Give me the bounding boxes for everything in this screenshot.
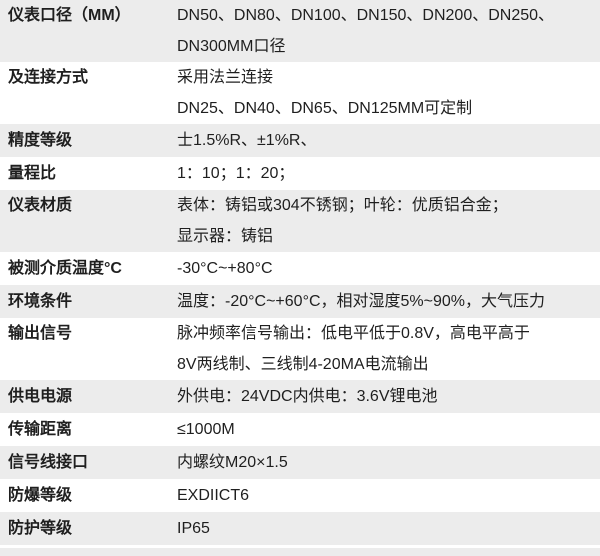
spec-label: 精度等级 (8, 132, 73, 149)
spec-label: 输出信号 (8, 325, 73, 342)
spec-value-line: DN25、DN40、DN65、DN125MM可定制 (177, 100, 473, 117)
spec-value-line: IP65 (177, 520, 210, 537)
spec-value: 温度：-20°C~+60°C，相对湿度5%~90%，大气压力 (177, 286, 600, 317)
spec-value: -30°C~+80°C (177, 253, 600, 284)
table-row: 仪表口径（MM） DN50、DN80、DN100、DN150、DN200、DN2… (0, 0, 600, 62)
spec-label: 供电电源 (8, 388, 73, 405)
spec-label: 仪表材质 (8, 197, 73, 214)
spec-value-line: 8V两线制、三线制4-20MA电流输出 (177, 356, 429, 373)
spec-label: 被测介质温度°C (8, 260, 122, 277)
spec-value: ≤1000M (177, 414, 600, 445)
table-row: 供电电源 外供电：24VDC内供电：3.6V锂电池 (0, 380, 600, 413)
spec-value-line: 外供电：24VDC内供电：3.6V锂电池 (177, 388, 438, 405)
spec-value: 士1.5%R、±1%R、 (177, 125, 600, 156)
row-separator (0, 545, 600, 548)
spec-value: 脉冲频率信号输出：低电平低于0.8V，高电平高于 8V两线制、三线制4-20MA电… (177, 318, 600, 380)
spec-label: 传输距离 (8, 421, 73, 438)
spec-value: EXDIICT6 (177, 480, 600, 511)
spec-label: 防护等级 (8, 520, 73, 537)
spec-value-line: ≤1000M (177, 421, 235, 438)
table-row: 防护等级 IP65 (0, 512, 600, 545)
spec-value: 内螺纹M20×1.5 (177, 447, 600, 478)
spec-value-line: -30°C~+80°C (177, 260, 273, 277)
table-row: 被测介质温度°C -30°C~+80°C (0, 252, 600, 285)
table-row: 防爆等级 EXDIICT6 (0, 479, 600, 512)
spec-value: IP65 (177, 513, 600, 544)
table-row: 环境条件 温度：-20°C~+60°C，相对湿度5%~90%，大气压力 (0, 285, 600, 318)
table-row: 输出信号 脉冲频率信号输出：低电平低于0.8V，高电平高于 8V两线制、三线制4-… (0, 318, 600, 380)
table-row: 信号线接口 内螺纹M20×1.5 (0, 446, 600, 479)
table-row: 传输距离 ≤1000M (0, 413, 600, 446)
spec-value-line: 脉冲频率信号输出：低电平低于0.8V，高电平高于 (177, 325, 530, 342)
spec-value-line: DN300MM口径 (177, 38, 286, 55)
spec-label: 环境条件 (8, 293, 73, 310)
spec-value-line: DN50、DN80、DN100、DN150、DN200、DN250、 (177, 7, 555, 24)
spec-value-line: 1：10；1：20； (177, 165, 295, 182)
spec-value-line: 采用法兰连接 (177, 69, 274, 86)
spec-label: 仪表口径（MM） (8, 7, 131, 24)
spec-value-line: 温度：-20°C~+60°C，相对湿度5%~90%，大气压力 (177, 293, 546, 310)
table-row: 量程比 1：10；1：20； (0, 157, 600, 190)
table-row: 仪表材质 表体：铸铝或304不锈钢；叶轮：优质铝合金； 显示器：铸铝 (0, 190, 600, 252)
spec-value-line: 表体：铸铝或304不锈钢；叶轮：优质铝合金； (177, 197, 508, 214)
spec-value-line: EXDIICT6 (177, 487, 250, 504)
spec-value: 采用法兰连接 DN25、DN40、DN65、DN125MM可定制 (177, 62, 600, 124)
spec-value: DN50、DN80、DN100、DN150、DN200、DN250、 DN300M… (177, 0, 600, 62)
table-row: 及连接方式 采用法兰连接 DN25、DN40、DN65、DN125MM可定制 (0, 62, 600, 124)
next-row-partial (0, 548, 600, 556)
spec-value: 外供电：24VDC内供电：3.6V锂电池 (177, 381, 600, 412)
spec-label: 防爆等级 (8, 487, 73, 504)
spec-value-line: 士1.5%R、±1%R、 (177, 132, 317, 149)
spec-value: 表体：铸铝或304不锈钢；叶轮：优质铝合金； 显示器：铸铝 (177, 190, 600, 252)
table-row: 精度等级 士1.5%R、±1%R、 (0, 124, 600, 157)
spec-label: 信号线接口 (8, 454, 89, 471)
spec-value: 1：10；1：20； (177, 158, 600, 189)
spec-label: 量程比 (8, 165, 57, 182)
spec-label: 及连接方式 (8, 69, 89, 86)
spec-value-line: 显示器：铸铝 (177, 228, 274, 245)
spec-value-line: 内螺纹M20×1.5 (177, 454, 288, 471)
